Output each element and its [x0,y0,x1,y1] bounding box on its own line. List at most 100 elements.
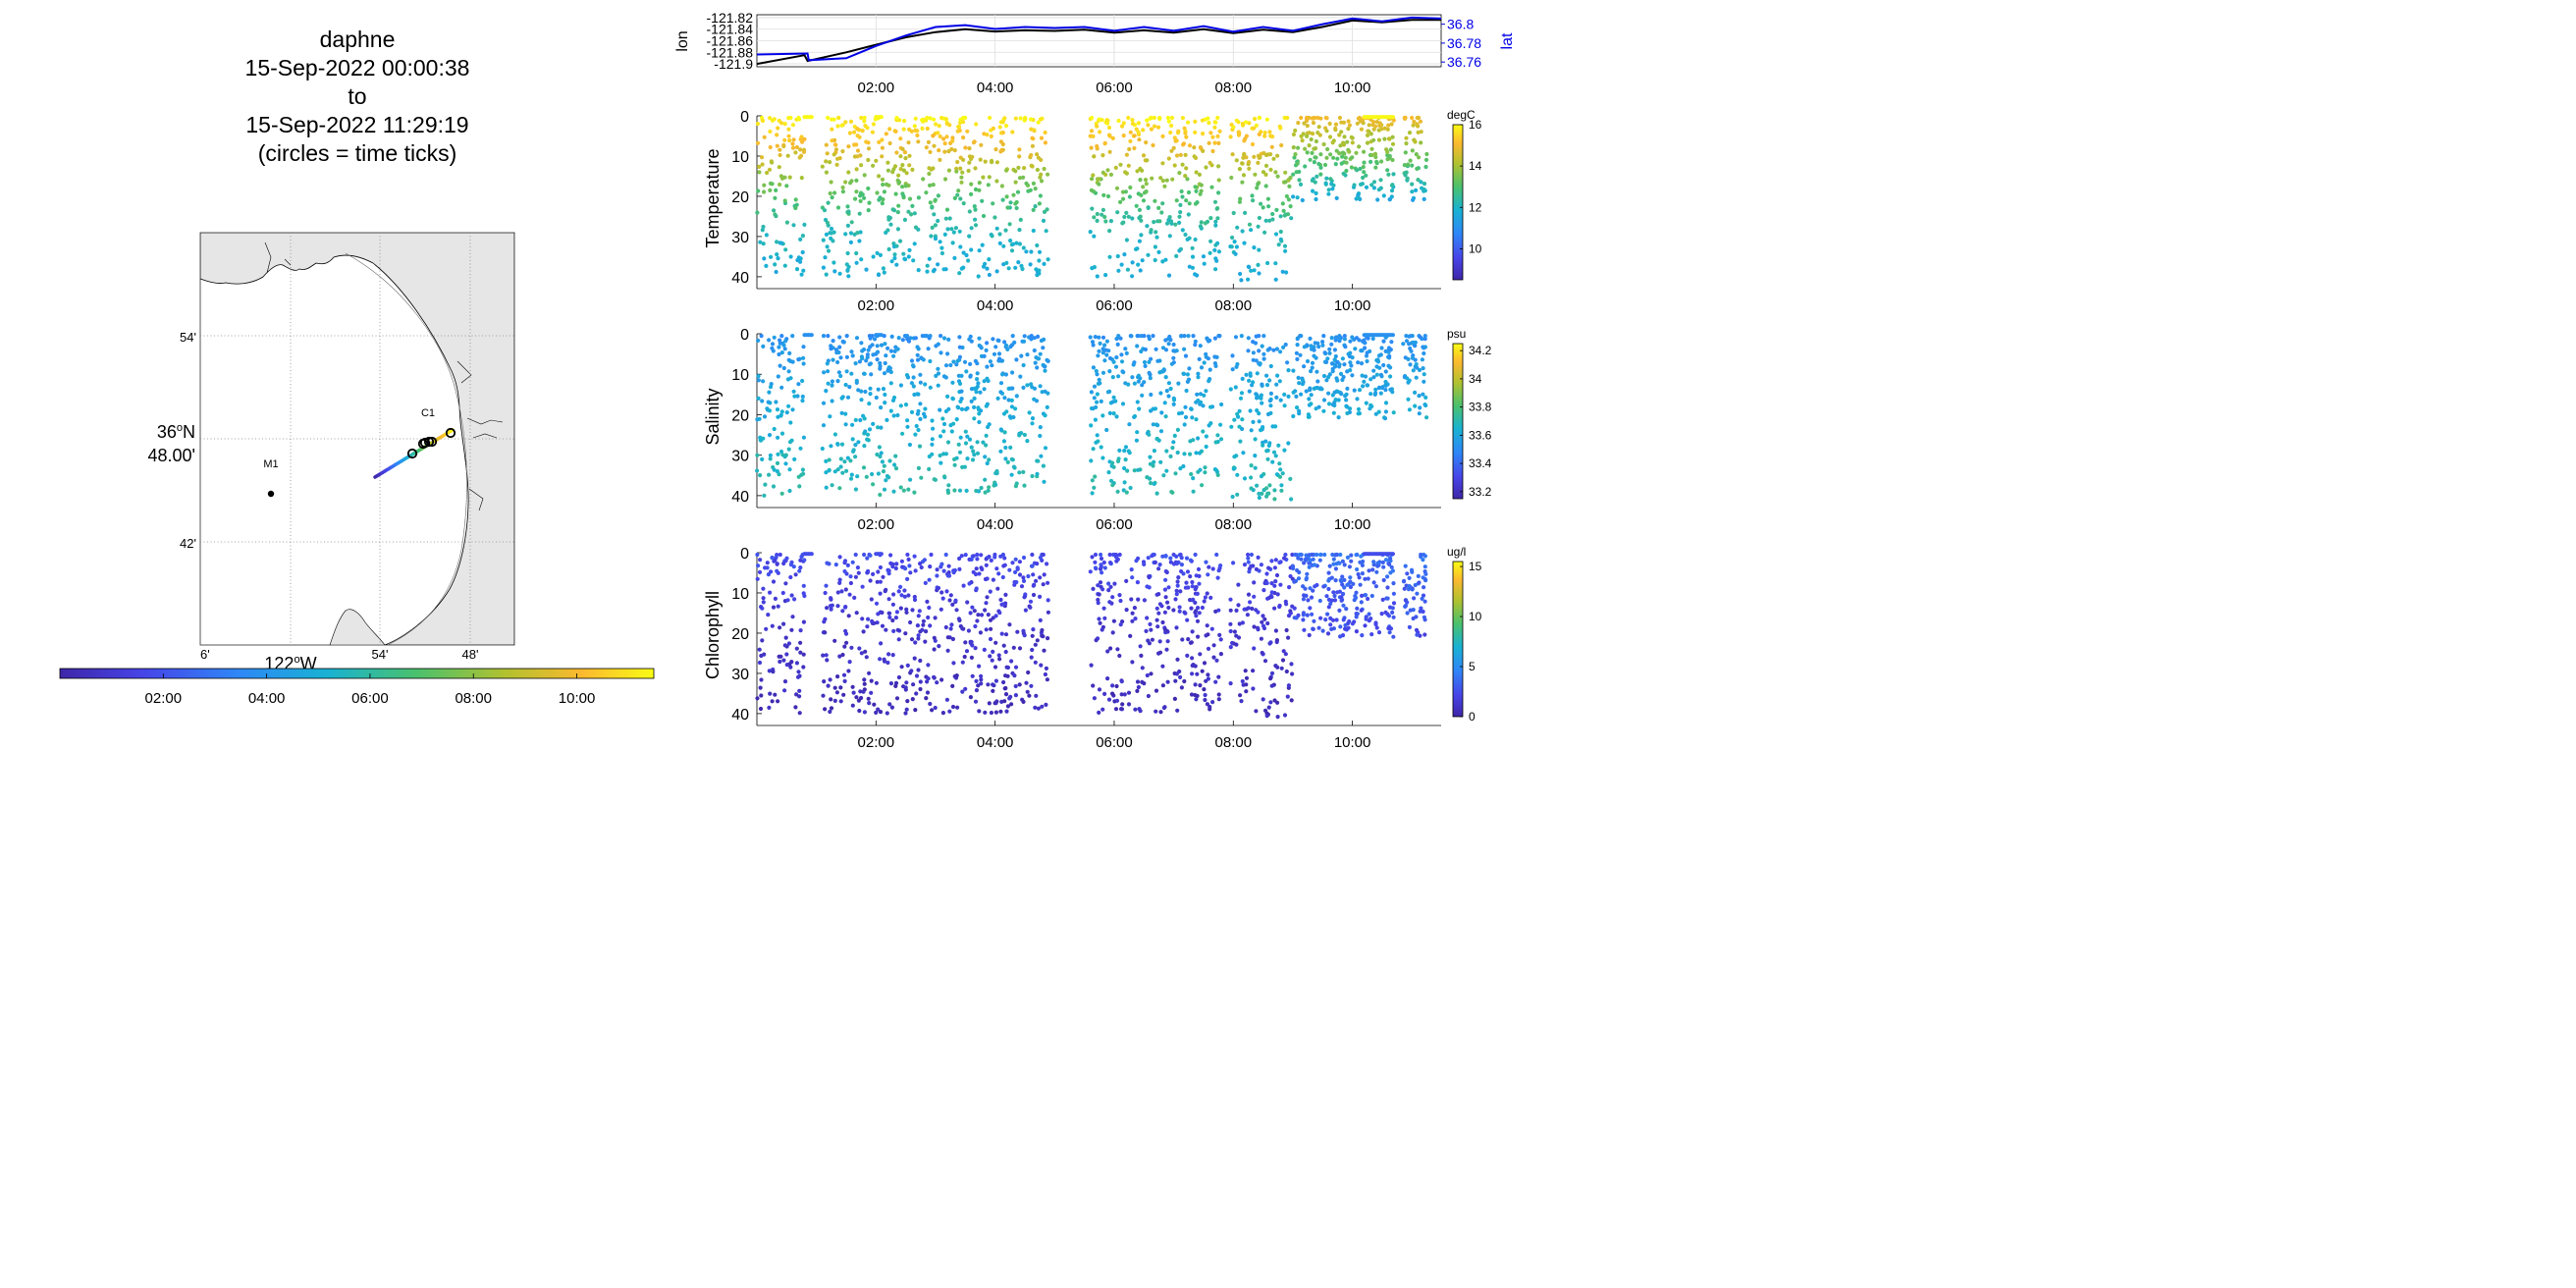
data-point [1009,702,1014,707]
data-point [1091,173,1096,178]
data-point [1358,166,1363,172]
data-point [1297,169,1302,175]
colorbar-tick-label: 33.6 [1469,428,1492,442]
data-point [1196,634,1201,639]
data-point [1203,465,1208,470]
data-point [1187,201,1192,206]
data-point [769,382,774,387]
data-point [1229,244,1234,249]
data-point [947,598,952,603]
data-point [901,127,906,132]
data-point [1377,365,1382,370]
data-point [1155,423,1160,428]
data-point [1286,441,1291,446]
data-point [894,696,900,701]
time-tick-circle [406,448,418,459]
data-point [1097,377,1101,382]
data-point [783,581,788,586]
data-point [1230,353,1235,358]
data-point [843,587,848,592]
data-point [889,259,894,264]
data-point [1336,398,1341,402]
data-point [999,631,1004,636]
data-point [790,123,796,128]
data-point [919,475,924,480]
data-point [950,397,956,402]
data-point [843,232,848,237]
data-point [896,173,901,178]
data-point [985,341,990,346]
data-point [1271,348,1276,352]
data-point [1248,600,1253,605]
data-point [848,580,854,586]
data-point [909,381,915,386]
data-point [902,594,907,599]
data-point [860,584,865,589]
data-point [1328,601,1333,607]
data-point [943,624,948,630]
data-point [762,414,768,419]
data-point [787,488,792,494]
data-point [1190,415,1195,420]
map-lon-tick-6: 6' [200,647,210,662]
data-point [897,239,903,243]
data-point [1164,178,1169,183]
data-point [1149,671,1154,676]
data-point [1256,625,1261,630]
data-point [797,688,802,693]
data-point [1186,334,1191,339]
data-point [869,690,874,695]
data-point [1197,356,1202,361]
data-point [1391,410,1396,415]
data-point [876,569,881,574]
data-point [1387,630,1392,635]
data-point [866,696,871,701]
lon-tick-label: -121.82 [707,10,754,26]
data-point [1015,189,1021,194]
data-point [1025,689,1030,694]
data-point [1310,612,1315,617]
data-point [1186,637,1191,642]
data-point [770,342,776,347]
data-point [1128,185,1133,190]
data-point [891,592,896,597]
data-point [846,170,851,175]
data-point [1417,155,1422,160]
data-point [888,381,893,386]
data-point [968,611,973,616]
y-tick-label: 30 [731,449,749,465]
data-point [1333,122,1339,127]
data-point [888,369,893,375]
data-point [1122,252,1127,257]
data-point [1201,148,1206,153]
data-point [933,616,938,620]
data-point [825,220,831,225]
data-point [1166,394,1171,399]
data-point [1044,229,1048,234]
data-point [801,471,806,476]
data-point [1091,683,1096,688]
data-point [858,230,863,235]
data-point [1175,583,1180,588]
data-point [1193,552,1198,558]
data-point [1264,714,1269,719]
data-point [850,684,855,689]
data-point [1178,246,1183,251]
data-point [1302,121,1307,126]
data-point [878,657,883,662]
data-point [857,359,863,364]
data-point [909,212,914,217]
data-point [1201,403,1206,408]
data-point [764,626,769,631]
data-point [947,216,952,221]
data-point [899,559,905,564]
data-point [976,407,982,412]
data-point [1266,705,1271,710]
data-point [772,117,777,122]
data-point [1296,576,1302,581]
data-point [1330,617,1336,622]
data-point [952,462,957,467]
data-point [868,361,874,366]
data-point [946,564,951,568]
data-point [1198,652,1203,657]
